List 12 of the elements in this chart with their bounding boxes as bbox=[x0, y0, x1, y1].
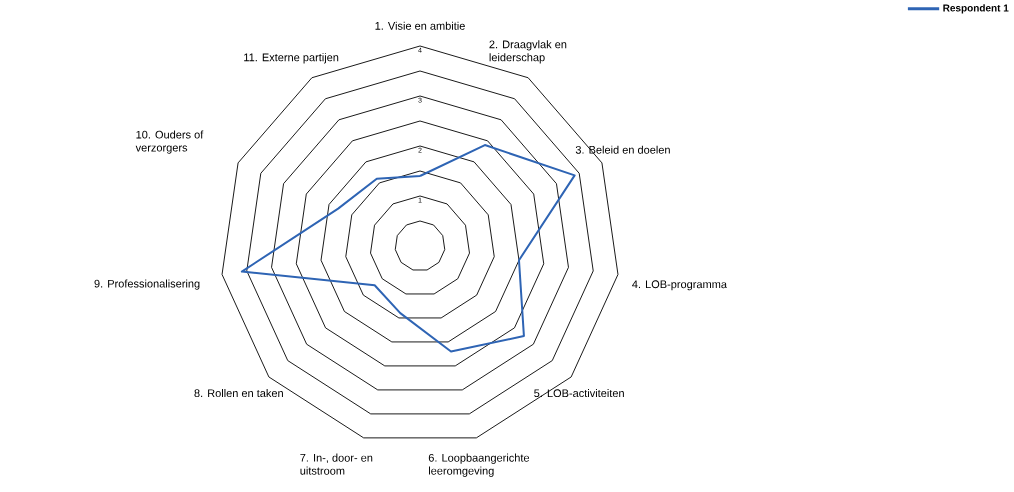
spoke-label: 10. Ouders of verzorgers bbox=[135, 130, 204, 154]
spoke-label: 2. Draagvlak en leiderschap bbox=[489, 40, 567, 64]
spoke-label: 4. LOB-programma bbox=[632, 280, 727, 291]
spoke-label: 3. Beleid en doelen bbox=[575, 145, 670, 154]
spoke-label: 6. Loopbaangerichte leeromgeving bbox=[428, 453, 530, 477]
spoke-label: 1. Visie en ambitie bbox=[375, 21, 465, 30]
spoke-label: 11. Externe partijen bbox=[244, 53, 339, 64]
spoke-label: 5. LOB-activiteiten bbox=[534, 389, 624, 398]
spoke-label: 9. Professionalisering bbox=[94, 279, 200, 290]
spoke-label: 7. In-, door- en uitstroom bbox=[300, 453, 373, 475]
spoke-label: 8. Rollen en taken bbox=[194, 389, 283, 398]
legend-label: Respondent 1 bbox=[943, 4, 1009, 14]
